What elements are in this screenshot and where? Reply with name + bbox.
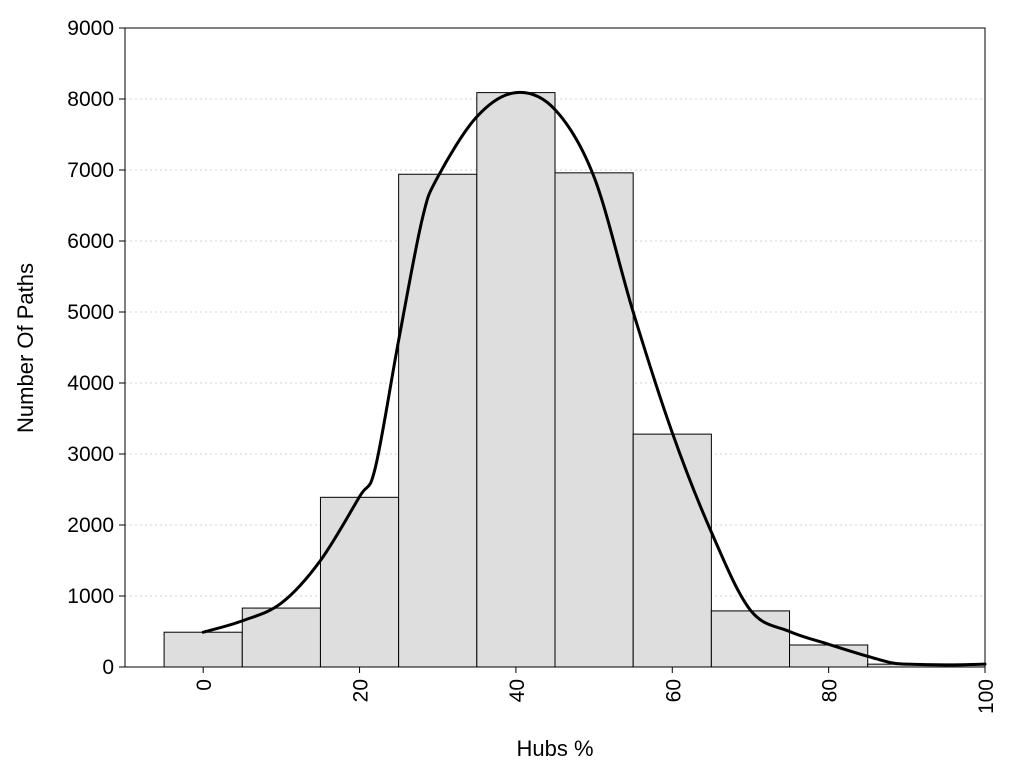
histogram-bar bbox=[789, 644, 869, 668]
histogram-bar bbox=[710, 610, 791, 668]
y-tick-label: 9000 bbox=[67, 17, 114, 40]
x-axis-ticks: 0 20 40 60 80 100 bbox=[193, 667, 998, 714]
bars-group bbox=[163, 92, 986, 668]
histogram-bar bbox=[476, 92, 556, 668]
y-tick-label: 4000 bbox=[67, 372, 114, 395]
y-tick-label: 0 bbox=[102, 656, 114, 679]
y-axis-label: Number Of Paths bbox=[13, 263, 38, 433]
x-tick-label: 20 bbox=[350, 679, 373, 702]
x-tick-label: 60 bbox=[662, 679, 685, 702]
density-curve bbox=[201, 90, 987, 667]
y-tick-label: 1000 bbox=[67, 585, 114, 608]
y-tick-label: 2000 bbox=[67, 514, 114, 537]
histogram-bar bbox=[319, 496, 400, 668]
x-tick-label: 0 bbox=[193, 679, 216, 691]
x-axis-label: Hubs % bbox=[516, 736, 593, 761]
x-tick-label: 80 bbox=[819, 679, 842, 702]
y-tick-label: 6000 bbox=[67, 230, 114, 253]
y-tick-label: 3000 bbox=[67, 443, 114, 466]
histogram-bar bbox=[554, 172, 634, 668]
histogram-bar bbox=[632, 433, 712, 668]
x-tick-label: 40 bbox=[506, 679, 529, 702]
plot-frame bbox=[124, 27, 986, 668]
y-tick-label: 5000 bbox=[67, 301, 114, 324]
y-axis-ticks: 0 1000 2000 3000 4000 5000 6000 7000 8000 9000 bbox=[67, 17, 125, 679]
histogram-bar bbox=[241, 607, 321, 668]
y-tick-label: 7000 bbox=[67, 159, 114, 182]
histogram-bar bbox=[163, 631, 243, 668]
histogram-bar bbox=[398, 173, 478, 668]
x-tick-label: 100 bbox=[975, 679, 998, 714]
y-tick-label: 8000 bbox=[67, 88, 114, 111]
